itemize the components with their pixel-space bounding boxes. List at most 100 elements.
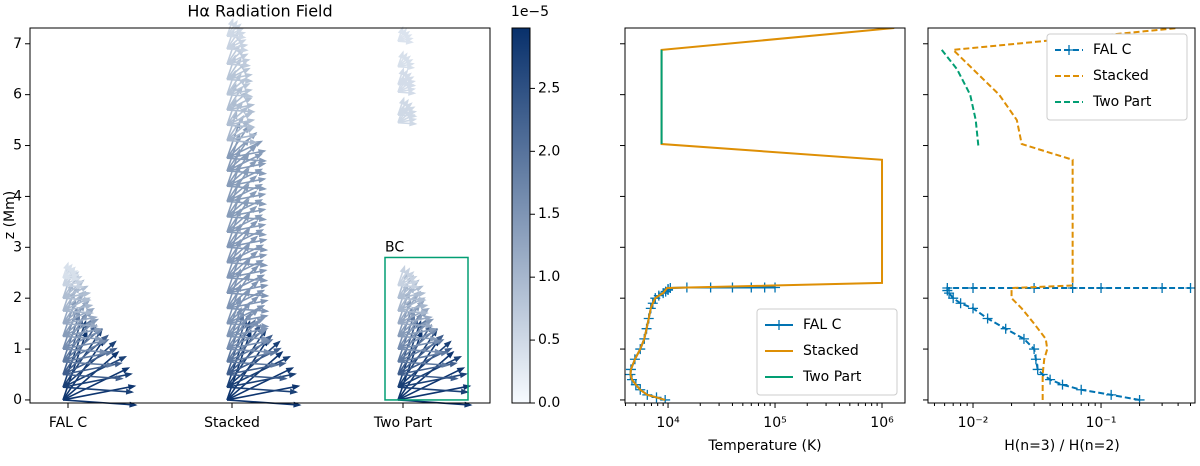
- arrow-head: [453, 355, 463, 363]
- arrow-head: [410, 279, 420, 286]
- arrow-head: [449, 361, 458, 368]
- arrow-head: [425, 318, 435, 325]
- marker: [942, 283, 953, 294]
- arrow-head: [108, 340, 117, 348]
- arrow-head: [254, 153, 264, 160]
- arrow-head: [272, 340, 281, 348]
- arrow-head: [249, 205, 258, 214]
- arrow-shaft: [397, 373, 457, 380]
- arrow-shaft: [62, 328, 101, 338]
- arrow-fan: [62, 329, 138, 408]
- arrow-head: [401, 69, 409, 78]
- marker: [746, 282, 757, 293]
- arrow-head: [441, 361, 450, 368]
- arrow-head: [259, 253, 268, 260]
- arrow-head: [417, 291, 427, 298]
- colorbar-tick-label: 2.0: [538, 143, 560, 159]
- arrow-head: [249, 133, 258, 140]
- colorbar-tick-label: 1.5: [538, 206, 560, 222]
- arrow-shaft: [226, 145, 257, 172]
- arrow-shaft: [226, 214, 250, 248]
- arrow-head: [418, 296, 427, 303]
- arrow-head: [247, 108, 256, 115]
- arrow-shaft: [226, 327, 267, 338]
- arrow-shaft: [62, 310, 93, 337]
- x-tick-label: 10⁻²: [958, 415, 989, 431]
- colorbar: [511, 27, 531, 404]
- arrow-head: [261, 292, 270, 299]
- arrow-head: [249, 159, 258, 168]
- arrow-head: [278, 361, 287, 368]
- arrow-head: [462, 384, 472, 391]
- arrow-head: [446, 350, 455, 359]
- legend-label: Two Part: [1092, 94, 1152, 110]
- arrow-shaft: [397, 310, 428, 337]
- arrow-head: [240, 46, 249, 53]
- arrow-head: [233, 23, 242, 31]
- arrow-shaft: [226, 185, 266, 190]
- arrow-shaft: [226, 231, 266, 236]
- arrow-shaft: [226, 199, 250, 233]
- arrow-shaft: [62, 340, 106, 350]
- marker: [1032, 364, 1043, 375]
- arrow-head: [261, 307, 270, 314]
- arrow-shaft: [397, 367, 464, 401]
- arrow-fan: [397, 26, 415, 45]
- arrow-head: [240, 53, 249, 60]
- legend-label: Two Part: [802, 369, 862, 385]
- arrow-head: [127, 384, 137, 391]
- arrow-head: [250, 220, 259, 228]
- arrow-shaft: [226, 274, 264, 294]
- y-tick-label: 3: [13, 239, 22, 255]
- arrow-head: [424, 315, 433, 322]
- arrow-head: [65, 263, 73, 272]
- marker: [955, 298, 966, 309]
- marker: [968, 303, 979, 314]
- arrow-head: [249, 175, 258, 183]
- arrow-head: [124, 372, 133, 379]
- legend-marker: [774, 320, 784, 330]
- arrow-head: [403, 72, 412, 80]
- arrow-shaft: [397, 385, 470, 401]
- arrow-shaft: [226, 246, 267, 251]
- arrow-head: [279, 375, 288, 382]
- arrow-head: [106, 361, 115, 368]
- arrow-shaft: [62, 348, 106, 353]
- arrow-shaft: [62, 304, 86, 337]
- arrow-shaft: [226, 223, 265, 233]
- y-tick-label: 5: [13, 138, 22, 154]
- series-line: [950, 28, 1179, 400]
- arrow-shaft: [62, 385, 135, 401]
- arrow-head: [242, 58, 251, 64]
- arrow-head: [275, 350, 284, 359]
- arrow-head: [259, 268, 268, 275]
- arrow-shaft: [226, 170, 266, 175]
- arrow-shaft: [226, 399, 300, 406]
- legend-label: Stacked: [803, 343, 859, 359]
- arrow-shaft: [397, 351, 447, 363]
- arrow-head: [243, 213, 251, 222]
- arrow-shaft: [226, 329, 266, 350]
- marker: [1045, 374, 1056, 385]
- arrow-shaft: [226, 284, 267, 294]
- arrow-head: [76, 283, 85, 290]
- arrow-shaft: [226, 138, 250, 172]
- arrow-head: [401, 98, 409, 108]
- arrow-shaft: [226, 160, 257, 187]
- arrow-head: [429, 327, 438, 334]
- annotation-box: [384, 256, 469, 401]
- marker: [944, 288, 955, 299]
- marker: [968, 283, 979, 294]
- arrow-shaft: [397, 340, 441, 350]
- colorbar-tick-label: 1.0: [538, 269, 560, 285]
- arrow-head: [402, 55, 411, 63]
- marker: [1157, 283, 1168, 294]
- arrow-shaft: [397, 373, 467, 389]
- arrow-shaft: [226, 289, 264, 310]
- marker: [663, 284, 674, 295]
- arrow-shaft: [226, 367, 293, 401]
- arrow-shaft: [226, 162, 265, 172]
- arrow-shaft: [226, 215, 266, 221]
- arrow-shaft: [226, 200, 266, 205]
- arrow-head: [99, 348, 108, 355]
